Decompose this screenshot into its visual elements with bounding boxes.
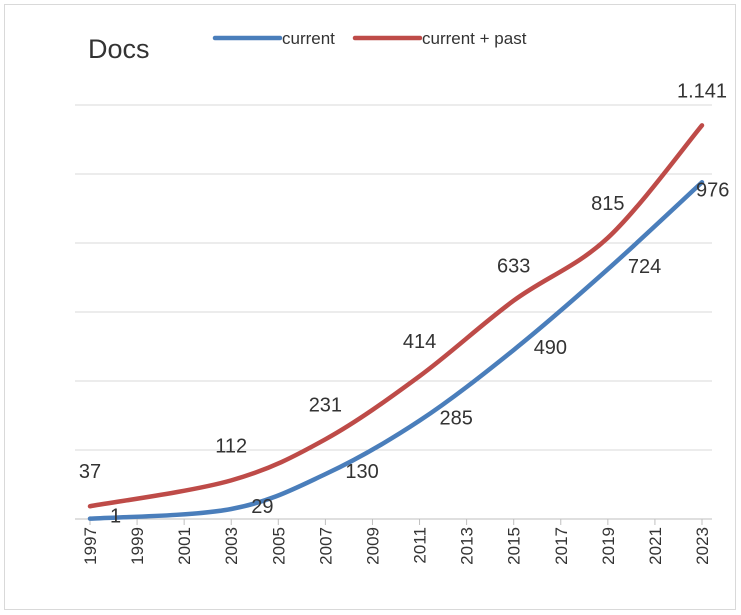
data-label: 490 <box>534 337 567 359</box>
x-tick-label: 2009 <box>363 527 382 565</box>
chart-title: Docs <box>88 34 150 64</box>
data-label: 815 <box>591 193 624 215</box>
data-label: 633 <box>497 256 530 278</box>
data-label: 231 <box>309 394 342 416</box>
x-tick-label: 2017 <box>552 527 571 565</box>
x-tick-label: 1997 <box>81 527 100 565</box>
data-label: 37 <box>79 461 101 483</box>
data-label: 1.141 <box>677 80 727 102</box>
data-label: 724 <box>628 256 661 278</box>
x-tick-label: 2011 <box>411 527 430 564</box>
legend-label: current + past <box>422 29 527 48</box>
data-label: 29 <box>251 496 273 518</box>
data-label: 976 <box>696 179 729 201</box>
x-tick-label: 1999 <box>128 527 147 565</box>
x-tick-label: 2003 <box>222 527 241 565</box>
x-tick-label: 2001 <box>175 527 194 565</box>
x-tick-label: 2013 <box>458 527 477 565</box>
x-tick-label: 2005 <box>269 527 288 565</box>
data-label: 414 <box>403 331 436 353</box>
x-tick-label: 2021 <box>646 527 665 565</box>
x-tick-label: 2015 <box>505 527 524 565</box>
x-tick-label: 2019 <box>599 527 618 565</box>
data-label: 130 <box>345 461 378 483</box>
data-label: 285 <box>440 408 473 430</box>
legend-label: current <box>282 29 335 48</box>
data-label: 1 <box>110 506 121 528</box>
data-label: 112 <box>215 435 247 457</box>
line <box>87 180 705 521</box>
line <box>87 123 705 509</box>
x-tick-label: 2007 <box>316 527 335 565</box>
x-tick-label: 2023 <box>693 527 712 565</box>
